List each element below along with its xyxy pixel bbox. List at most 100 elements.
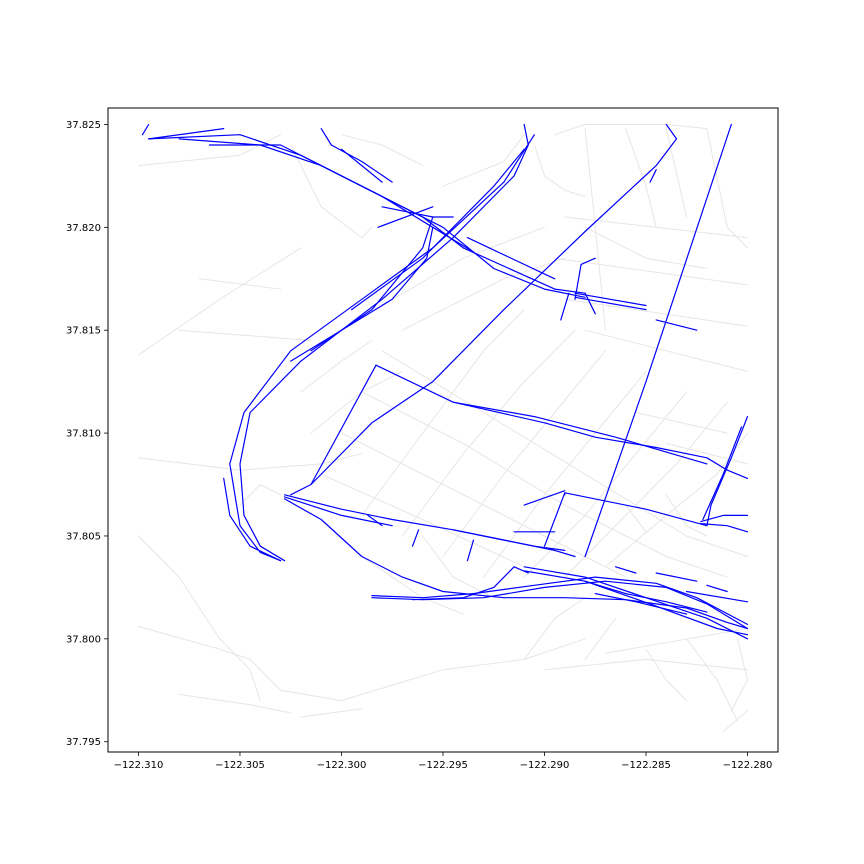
route-line-10: [239, 123, 529, 562]
street-line-27: [442, 350, 606, 557]
street-line-51: [635, 412, 728, 434]
route-line-0: [148, 128, 225, 140]
route-line-39: [564, 492, 708, 527]
x-tick-label-5: −122.285: [621, 760, 671, 771]
route-line-19: [649, 169, 657, 183]
street-line-32: [381, 350, 748, 557]
route-line-52: [614, 566, 637, 574]
street-line-16: [584, 329, 748, 372]
route-line-28: [452, 401, 708, 465]
street-line-5: [341, 134, 424, 167]
x-tick-label-3: −122.295: [418, 760, 468, 771]
street-line-21: [138, 535, 261, 702]
route-line-55: [685, 590, 749, 603]
route-line-14: [310, 216, 434, 352]
route-line-12: [351, 148, 525, 311]
route-line-18: [665, 123, 678, 140]
route-line-34: [367, 514, 383, 527]
street-line-19: [138, 453, 363, 471]
route-line-49: [523, 570, 749, 636]
route-line-33: [284, 498, 749, 630]
street-line-8: [533, 144, 586, 197]
street-line-20: [239, 484, 282, 506]
street-line-24: [300, 708, 363, 718]
street-line-22: [138, 626, 586, 702]
route-line-23: [574, 296, 647, 311]
route-line-51: [594, 592, 688, 615]
route-line-44: [700, 514, 749, 523]
route-line-42: [702, 426, 743, 521]
route-line-13: [290, 226, 434, 362]
y-tick-label-1: 37.820: [66, 223, 101, 234]
y-axis: 37.825 37.820 37.815 37.810 37.805 37.800 37.7…: [66, 120, 108, 748]
route-line-46: [371, 576, 749, 626]
street-line-45: [686, 638, 738, 722]
route-line-41: [706, 416, 749, 527]
street-line-11: [665, 128, 688, 218]
street-line-52: [584, 226, 708, 269]
street-line-26: [401, 329, 576, 537]
route-line-26: [655, 319, 698, 331]
street-line-47: [722, 710, 748, 732]
route-line-8: [462, 247, 586, 294]
street-line-3: [138, 247, 302, 356]
street-line-15: [564, 298, 748, 327]
street-line-30: [564, 401, 728, 578]
street-line-2: [178, 329, 312, 341]
x-tick-label-0: −122.310: [114, 760, 164, 771]
route-line-9: [466, 237, 556, 280]
street-line-17: [381, 226, 545, 306]
street-line-43: [544, 658, 748, 671]
street-line-48: [665, 494, 708, 537]
plot-area: [138, 123, 749, 732]
street-line-7: [554, 124, 708, 136]
route-line-36: [411, 529, 420, 547]
route-line-16: [377, 206, 434, 228]
street-layer: [138, 124, 748, 732]
x-tick-label-6: −122.280: [723, 760, 773, 771]
route-line-31: [284, 496, 393, 527]
street-line-46: [730, 638, 748, 712]
route-line-29: [310, 364, 377, 486]
street-line-4: [290, 144, 373, 239]
street-line-35: [320, 473, 525, 568]
route-line-21: [560, 292, 570, 321]
route-line-25: [584, 123, 732, 558]
route-line-27: [375, 364, 749, 479]
route-line-22: [574, 292, 647, 307]
street-line-42: [604, 628, 748, 654]
street-line-28: [483, 370, 647, 578]
street-line-49: [625, 504, 647, 533]
street-line-13: [564, 216, 748, 239]
street-line-36: [300, 340, 373, 393]
route-line-1: [141, 123, 150, 136]
y-tick-label-0: 37.825: [66, 120, 101, 131]
street-line-14: [554, 257, 748, 286]
street-line-6: [442, 134, 525, 187]
route-line-11: [229, 134, 536, 562]
y-tick-label-3: 37.810: [66, 429, 101, 440]
route-line-4: [178, 138, 475, 253]
y-tick-label-2: 37.815: [66, 326, 101, 337]
street-line-9: [584, 128, 606, 331]
route-line-37: [466, 539, 475, 562]
route-line-40: [523, 490, 566, 506]
street-line-12: [706, 128, 748, 249]
route-line-15: [223, 477, 282, 562]
street-line-1: [198, 278, 282, 290]
street-line-0: [138, 134, 282, 167]
route-line-53: [655, 572, 698, 582]
route-line-24: [584, 292, 596, 315]
street-line-50: [665, 442, 748, 465]
street-line-41: [584, 617, 617, 660]
route-line-47: [411, 566, 529, 601]
route-layer: [141, 123, 749, 640]
y-tick-label-4: 37.805: [66, 531, 101, 542]
x-tick-label-2: −122.300: [317, 760, 367, 771]
street-line-18: [401, 257, 566, 331]
street-line-25: [361, 309, 525, 516]
x-tick-label-4: −122.290: [520, 760, 570, 771]
street-line-10: [625, 128, 657, 228]
